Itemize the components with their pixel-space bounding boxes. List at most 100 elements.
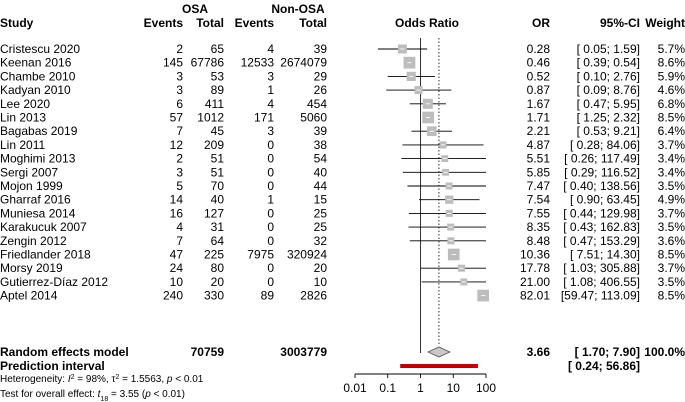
events-non-osa: 7975 — [247, 248, 274, 262]
pooled-total-non-osa: 3003779 — [280, 345, 327, 359]
odds-ratio-value: 2.21 — [527, 124, 551, 138]
confidence-interval: [ 0.05; 1.59] — [577, 42, 640, 56]
events-non-osa: 171 — [254, 111, 274, 125]
overall-p-value: < 0.01) — [151, 389, 185, 400]
study-row: Gutierrez-Díaz 2012 10 20 0 10 21.00 [ 1.08; 4… — [0, 275, 685, 289]
events-osa: 57 — [170, 111, 184, 125]
header-odds-ratio: Odds Ratio — [395, 16, 459, 30]
odds-ratio-value: 0.46 — [527, 56, 551, 70]
header-weight: Weight — [645, 16, 685, 30]
events-osa: 47 — [170, 248, 184, 262]
header-ci: 95%-CI — [600, 16, 640, 30]
events-non-osa: 3 — [267, 69, 274, 83]
study-rows: Cristescu 2020 2 65 4 39 0.28[ 0.05; 1.59] 5.7… — [0, 38, 685, 353]
study-row: Kadyan 2010 3 89 1 26 0.87 [ 0.09; 8.76] 4.6% — [0, 83, 685, 97]
overall-t-value: = 3.55 ( — [108, 389, 146, 400]
weight-value: 3.4% — [658, 152, 685, 166]
het-prefix: Heterogeneity: — [0, 374, 68, 385]
events-non-osa: 4 — [267, 97, 274, 111]
events-osa: 2 — [176, 152, 183, 166]
het-tau2-exponent: 2 — [115, 374, 119, 381]
total-non-osa: 25 — [314, 206, 328, 220]
odds-ratio-value: 1.67 — [527, 97, 551, 111]
events-non-osa: 89 — [261, 289, 275, 303]
total-osa: 67786 — [191, 56, 225, 70]
het-p-symbol: p — [166, 374, 173, 385]
total-osa: 31 — [211, 220, 225, 234]
x-tick-label: 1 — [417, 381, 424, 395]
pooled-weight: 100.0% — [644, 345, 685, 359]
events-non-osa: 4 — [267, 42, 274, 56]
events-osa: 3 — [176, 165, 183, 179]
odds-ratio-value: 7.47 — [527, 179, 551, 193]
study-name: Morsy 2019 — [0, 261, 63, 275]
total-osa: 1012 — [197, 111, 224, 125]
header-study: Study — [0, 16, 34, 30]
overall-effect-text: Test for overall effect: t18 = 3.55 (p <… — [0, 389, 185, 402]
total-osa: 80 — [211, 261, 225, 275]
study-name: Sergi 2007 — [0, 165, 58, 179]
weight-value: 8.5% — [658, 111, 685, 125]
total-osa: 53 — [211, 69, 225, 83]
events-osa: 3 — [176, 69, 183, 83]
study-name: Zengin 2012 — [0, 234, 67, 248]
study-row: Muniesa 2014 16 127 0 25 7.55 [ 0.44; 129.98] 3… — [0, 206, 685, 220]
study-row: Lin 2013 57 1012 171 5060 1.71 [ 1.25; 2.32] 8.… — [0, 111, 685, 125]
confidence-interval: [ 7.51; 14.30] — [570, 248, 640, 262]
het-i2-exponent: 2 — [71, 374, 75, 381]
events-non-osa: 0 — [267, 152, 274, 166]
study-row: Bagabas 2019 7 45 3 39 2.21 [ 0.53; 9.21] 6.4% — [0, 124, 685, 138]
pooled-diamond — [427, 346, 451, 358]
confidence-interval: [ 0.40; 138.56] — [563, 179, 640, 193]
study-name: Karakucuk 2007 — [0, 220, 87, 234]
events-non-osa: 0 — [267, 179, 274, 193]
events-non-osa: 0 — [267, 220, 274, 234]
pooled-or-value: 3.66 — [527, 345, 551, 359]
events-osa: 7 — [176, 124, 183, 138]
study-name: Lin 2011 — [0, 138, 45, 152]
x-tick-label: 10 — [447, 381, 461, 395]
total-non-osa: 5060 — [300, 111, 327, 125]
total-osa: 330 — [204, 289, 224, 303]
total-non-osa: 15 — [314, 193, 328, 207]
weight-value: 4.6% — [658, 83, 685, 97]
weight-value: 5.7% — [658, 42, 685, 56]
odds-ratio-value: 0.28 — [527, 42, 551, 56]
confidence-interval: [ 0.09; 8.76] — [577, 83, 640, 97]
odds-ratio-value: 1.71 — [527, 111, 551, 125]
odds-ratio-value: 5.85 — [527, 165, 551, 179]
odds-ratio-value: 7.55 — [527, 206, 551, 220]
events-osa: 3 — [176, 83, 183, 97]
odds-ratio-value: 8.48 — [527, 234, 551, 248]
confidence-interval: [ 1.03; 305.88] — [563, 261, 640, 275]
study-row: Friedlander 2018 47 225 7975 320924 10.36 [ 7.… — [0, 248, 685, 262]
odds-ratio-value: 82.01 — [520, 289, 550, 303]
total-non-osa: 2826 — [300, 289, 327, 303]
confidence-interval: [ 0.47; 153.29] — [563, 234, 640, 248]
total-osa: 70 — [211, 179, 225, 193]
total-osa: 64 — [211, 234, 225, 248]
header-group1: OSA — [182, 2, 208, 16]
study-row: Morsy 2019 24 80 0 20 17.78 [ 1.03; 305.88] 3.7… — [0, 261, 685, 275]
study-row: Karakucuk 2007 4 31 0 25 8.35 [ 0.43; 162.83] 3… — [0, 220, 685, 234]
total-non-osa: 454 — [307, 97, 327, 111]
total-osa: 40 — [211, 193, 225, 207]
events-osa: 14 — [170, 193, 184, 207]
odds-ratio-value: 8.35 — [527, 220, 551, 234]
study-name: Kadyan 2010 — [0, 83, 71, 97]
total-non-osa: 32 — [314, 234, 328, 248]
study-name: Mojon 1999 — [0, 179, 63, 193]
study-row: Cristescu 2020 2 65 4 39 0.28 [ 0.05; 1.59] 5.7… — [0, 42, 685, 56]
events-non-osa: 1 — [267, 83, 274, 97]
study-name: Gharraf 2016 — [0, 193, 71, 207]
overall-t-subscript: 18 — [100, 396, 108, 402]
confidence-interval: [ 0.39; 0.54] — [577, 56, 640, 70]
confidence-interval: [59.47; 113.09] — [561, 289, 640, 303]
events-osa: 10 — [170, 275, 184, 289]
total-osa: 127 — [204, 206, 224, 220]
pooled-ci: [ 1.70; 7.90] — [575, 345, 640, 359]
events-non-osa: 0 — [267, 261, 274, 275]
odds-ratio-value: 7.54 — [527, 193, 551, 207]
events-osa: 4 — [176, 220, 183, 234]
weight-value: 8.5% — [658, 248, 685, 262]
